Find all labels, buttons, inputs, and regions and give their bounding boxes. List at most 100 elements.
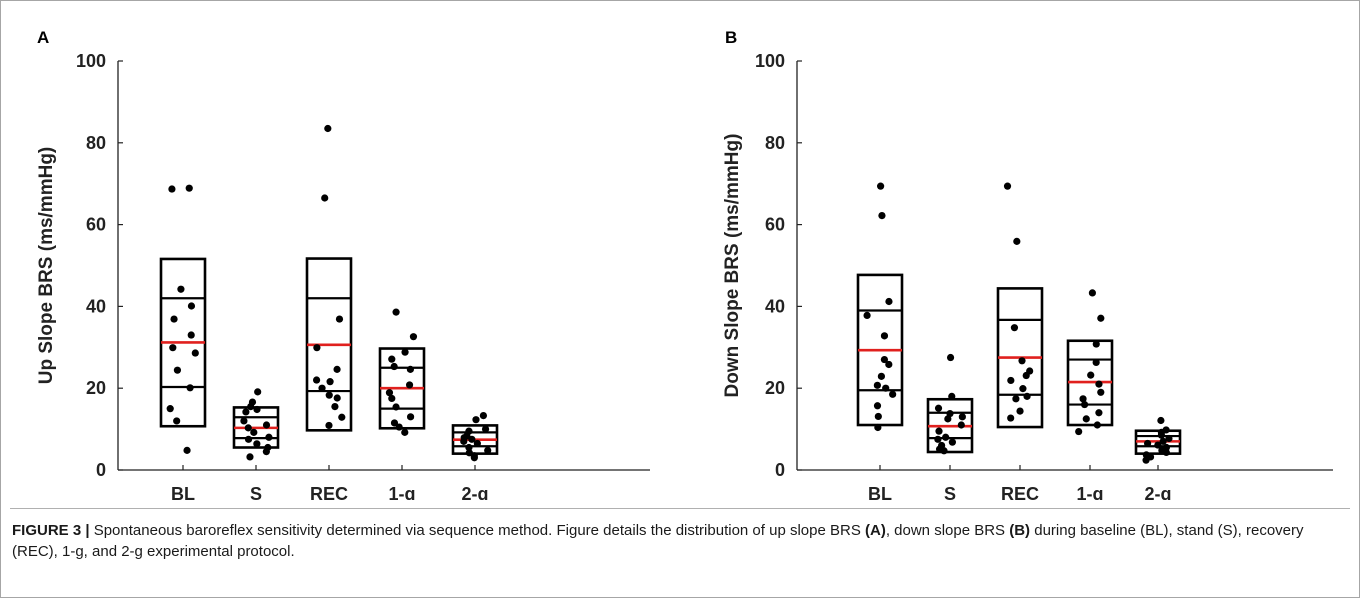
x-tick-label: S bbox=[944, 484, 956, 500]
data-point bbox=[940, 447, 948, 455]
data-point bbox=[1012, 395, 1020, 403]
data-point bbox=[1075, 427, 1083, 436]
data-point bbox=[1088, 289, 1097, 297]
data-point bbox=[873, 402, 882, 410]
caption-ref-b: (B) bbox=[1009, 522, 1031, 539]
figure-caption: FIGURE 3 | Spontaneous baroreflex sensit… bbox=[12, 520, 1342, 562]
data-point bbox=[388, 394, 396, 403]
y-tick-label: 100 bbox=[76, 51, 106, 71]
data-point bbox=[321, 194, 329, 202]
data-point bbox=[333, 394, 341, 402]
data-point bbox=[326, 378, 334, 386]
data-point bbox=[882, 384, 890, 392]
data-point bbox=[1082, 415, 1090, 423]
data-point bbox=[1154, 441, 1162, 449]
data-point bbox=[1092, 340, 1100, 348]
data-point bbox=[170, 315, 178, 323]
data-point bbox=[333, 365, 341, 373]
data-point bbox=[318, 384, 326, 392]
data-point bbox=[1143, 439, 1152, 448]
data-point bbox=[460, 437, 468, 445]
data-point bbox=[934, 404, 943, 412]
data-point bbox=[885, 360, 893, 369]
data-point bbox=[262, 447, 270, 456]
data-point bbox=[392, 403, 400, 411]
data-point bbox=[173, 417, 181, 425]
chart-panel-b: B 0 20 40 60 80 100 Down Slope BRS (ms/mmHg) BL S… bbox=[722, 28, 1333, 500]
data-point bbox=[338, 413, 346, 421]
x-tick-label: 2-g bbox=[1145, 484, 1172, 500]
caption-text-3: during baseline (BL), stand (S), recover… bbox=[12, 522, 1304, 560]
data-point bbox=[946, 353, 955, 362]
y-tick-label: 80 bbox=[765, 133, 785, 153]
data-point bbox=[1018, 357, 1026, 365]
data-point bbox=[877, 182, 885, 190]
data-point bbox=[1023, 392, 1031, 400]
data-point bbox=[169, 344, 177, 352]
x-tick-label: 1-g bbox=[1077, 484, 1104, 500]
data-point bbox=[247, 403, 255, 411]
y-tick-label: 60 bbox=[86, 215, 106, 235]
panel-letter: A bbox=[37, 28, 49, 47]
data-point bbox=[1092, 358, 1100, 367]
data-point bbox=[1013, 237, 1021, 245]
data-point bbox=[388, 355, 396, 363]
y-tick-label: 0 bbox=[775, 460, 785, 480]
data-point bbox=[186, 384, 194, 392]
data-point bbox=[878, 212, 886, 220]
data-point bbox=[1095, 380, 1103, 388]
data-point bbox=[473, 439, 481, 448]
y-tick-label: 20 bbox=[765, 378, 785, 398]
data-point bbox=[395, 423, 403, 431]
data-point bbox=[312, 376, 321, 384]
chart-panel-a: A 0 20 40 60 80 100 Up Slope BRS (ms/mmHg) BL S RE… bbox=[36, 28, 650, 500]
data-point bbox=[183, 446, 191, 454]
x-tick-label: 1-g bbox=[389, 484, 416, 500]
x-tick-label: REC bbox=[1001, 484, 1039, 500]
data-point bbox=[1087, 371, 1095, 379]
data-point bbox=[863, 311, 871, 319]
data-point bbox=[1165, 434, 1173, 443]
data-point bbox=[191, 349, 199, 357]
data-point bbox=[1157, 416, 1165, 425]
data-point bbox=[1010, 324, 1019, 332]
y-tick-label: 40 bbox=[86, 296, 106, 316]
data-point bbox=[948, 438, 956, 446]
data-point bbox=[470, 454, 478, 462]
box-1-g bbox=[1066, 339, 1114, 427]
data-point bbox=[335, 315, 344, 323]
data-point bbox=[244, 424, 252, 432]
data-point bbox=[385, 389, 394, 397]
data-point bbox=[177, 285, 185, 293]
caption-text-1: Spontaneous baroreflex sensitivity deter… bbox=[89, 522, 865, 539]
data-point bbox=[324, 124, 332, 133]
data-point bbox=[1016, 407, 1024, 415]
data-point bbox=[880, 355, 889, 364]
data-point bbox=[401, 348, 409, 356]
y-axis-title: Down Slope BRS (ms/mmHg) bbox=[722, 134, 743, 398]
data-point bbox=[246, 453, 254, 461]
data-point bbox=[1157, 431, 1166, 439]
data-point bbox=[957, 421, 965, 429]
data-point bbox=[1097, 388, 1105, 396]
box-BL bbox=[856, 273, 904, 427]
data-point bbox=[187, 331, 195, 339]
x-tick-label: BL bbox=[868, 484, 892, 500]
data-point bbox=[390, 419, 399, 427]
data-point bbox=[253, 440, 261, 448]
caption-divider bbox=[10, 508, 1350, 509]
data-point bbox=[253, 405, 261, 414]
x-tick-label: 2-g bbox=[462, 484, 489, 500]
data-point bbox=[481, 425, 490, 433]
data-point bbox=[935, 427, 943, 435]
data-point bbox=[313, 344, 321, 352]
x-tick-label: S bbox=[250, 484, 262, 500]
data-point bbox=[873, 381, 881, 389]
data-point bbox=[484, 446, 492, 454]
data-point bbox=[244, 435, 253, 443]
data-point bbox=[331, 403, 339, 411]
x-tick-label: BL bbox=[171, 484, 195, 500]
data-point bbox=[262, 421, 271, 429]
data-point bbox=[944, 415, 952, 423]
data-point bbox=[242, 408, 250, 416]
